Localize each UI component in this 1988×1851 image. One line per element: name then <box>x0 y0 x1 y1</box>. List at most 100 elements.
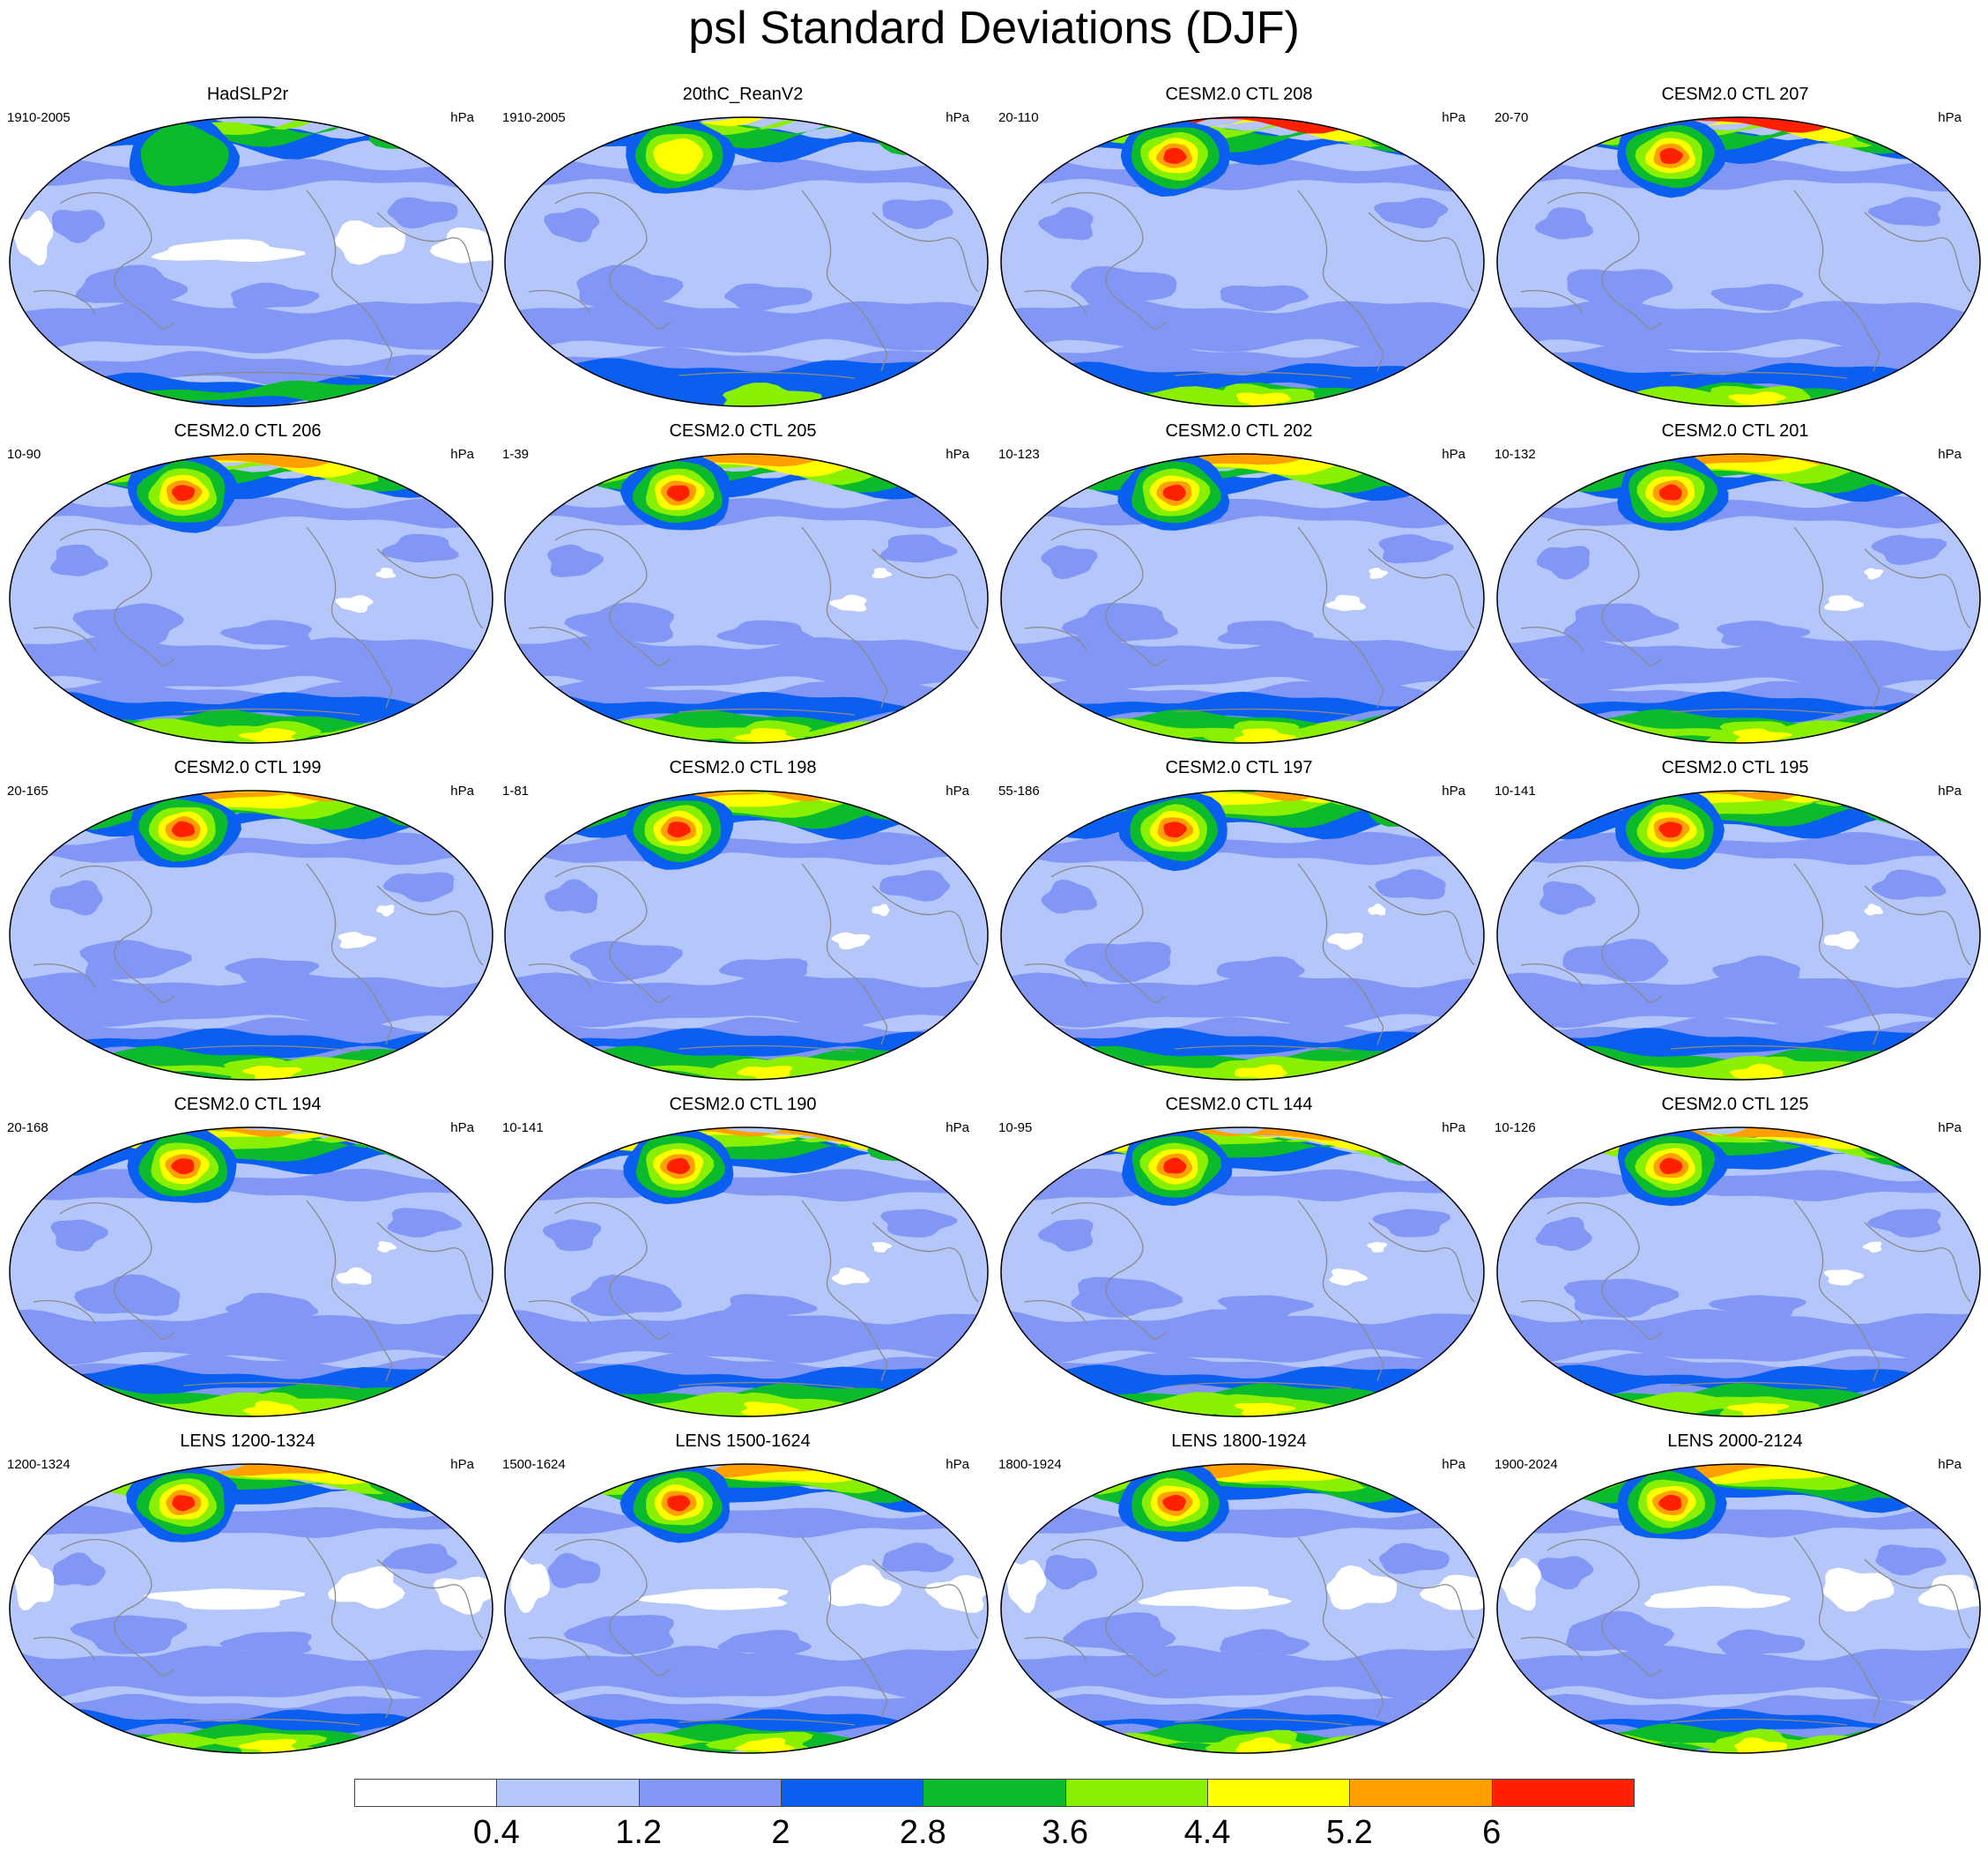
panel-period: 20-110 <box>998 110 1039 125</box>
map-panel: CESM2.0 CTL 195 10-141 hPa <box>1487 757 1983 1083</box>
contour-low <box>1891 794 1926 811</box>
panel-title: CESM2.0 CTL 190 <box>669 1095 817 1114</box>
contour-low <box>1162 484 1186 502</box>
map-panel: CESM2.0 CTL 125 10-126 hPa <box>1487 1094 1983 1420</box>
contour-band <box>505 832 985 866</box>
colorbar-tick-label: 3.6 <box>1042 1814 1089 1851</box>
robinson-map <box>504 790 989 1081</box>
contour-band <box>10 159 490 192</box>
contour-band <box>10 495 490 529</box>
contour-low <box>369 117 476 152</box>
contour-band <box>505 1464 985 1482</box>
contour-low <box>1892 1468 1926 1485</box>
panel-units: hPa <box>1938 1120 1962 1135</box>
contour-patch <box>15 1553 55 1611</box>
robinson-map <box>9 1463 493 1754</box>
contour-patch <box>1534 207 1593 240</box>
contour-band <box>505 1309 985 1365</box>
contour-low <box>1658 484 1682 501</box>
contour-low <box>667 821 691 838</box>
robinson-map <box>504 1126 989 1417</box>
contour-band <box>1001 1168 1481 1201</box>
contour-patch <box>242 1401 302 1416</box>
contour-patch <box>1041 879 1097 914</box>
contour-patch <box>375 904 395 917</box>
contour-low <box>1890 458 1924 475</box>
panel-units: hPa <box>1442 1120 1465 1135</box>
contour-patch <box>879 870 951 902</box>
coastline <box>1024 1200 1475 1389</box>
contour-low <box>172 1495 196 1512</box>
contour-patch <box>570 1275 682 1317</box>
contour-low <box>666 485 690 502</box>
contour-patch <box>1822 1567 1895 1612</box>
contour-patch <box>1326 1565 1398 1610</box>
map-panel: LENS 1500-1624 1500-1624 hPa <box>495 1431 990 1757</box>
coastline <box>33 1200 484 1389</box>
map-outline <box>9 116 493 407</box>
contour-patch <box>724 1294 818 1320</box>
contour-low <box>385 1464 466 1495</box>
contour-low <box>1362 791 1465 827</box>
contour-patch <box>737 1066 792 1080</box>
panel-units: hPa <box>946 784 969 799</box>
contour-band <box>505 691 985 725</box>
contour-low <box>1395 795 1428 812</box>
contour-low <box>392 791 449 816</box>
contour-patch <box>569 940 683 983</box>
map-outline <box>1496 1463 1981 1754</box>
robinson-map <box>1000 1463 1485 1754</box>
contour-patch <box>230 282 320 310</box>
contour-patch <box>375 568 397 579</box>
contour-patch <box>143 1588 306 1610</box>
map-panel: CESM2.0 CTL 202 10-123 hPa <box>991 420 1487 747</box>
robinson-map <box>1000 453 1485 744</box>
contour-patch <box>335 595 374 613</box>
contour-patch <box>1864 903 1883 916</box>
contour-low <box>396 1127 451 1152</box>
robinson-map <box>504 116 989 407</box>
contour-low <box>1383 117 1440 142</box>
panel-period: 1-39 <box>502 447 530 462</box>
contour-band <box>1001 1505 1481 1538</box>
contour-patch <box>1823 931 1859 950</box>
contour-patch <box>387 1208 463 1238</box>
contour-patch <box>545 879 598 914</box>
contour-patch <box>1234 1402 1295 1416</box>
contour-band <box>1001 1028 1481 1061</box>
contour-low <box>1372 454 1453 484</box>
colorbar-tick-label: 2.8 <box>899 1814 946 1851</box>
contour-low <box>1387 454 1443 479</box>
contour-patch <box>79 940 192 980</box>
panel-units: hPa <box>1442 1457 1465 1472</box>
contour-low <box>1869 117 1952 147</box>
contour-band <box>1497 454 1977 471</box>
contour-band <box>1001 1464 1481 1482</box>
contour-patch <box>1711 955 1800 983</box>
contour-low <box>1878 791 1934 815</box>
contour-low <box>1369 117 1449 147</box>
contour-low <box>393 454 447 480</box>
contour-low <box>900 1468 932 1485</box>
contour-patch <box>1716 621 1810 646</box>
contour-low <box>1659 147 1683 164</box>
contour-low <box>171 821 196 837</box>
contour-band <box>1497 1464 1977 1482</box>
coastline <box>528 863 979 1052</box>
panel-title: CESM2.0 CTL 207 <box>1661 85 1809 104</box>
contour-band <box>10 1464 490 1480</box>
panel-grid: HadSLP2r 1910-2005 hPa 20thC_ReanV2 1910-200… <box>7 85 1983 1757</box>
contour-patch <box>636 1587 789 1610</box>
contour-patch <box>74 1274 181 1317</box>
panel-title: CESM2.0 CTL 206 <box>174 421 322 441</box>
contour-low <box>1397 458 1431 475</box>
robinson-map <box>504 453 989 744</box>
contour-low <box>1883 117 1939 142</box>
panel-units: hPa <box>450 1120 474 1135</box>
map-panel: CESM2.0 CTL 205 1-39 hPa <box>495 420 990 747</box>
contour-low <box>1659 1157 1683 1175</box>
contour-band <box>1001 1127 1481 1166</box>
contour-patch <box>49 880 103 916</box>
contour-low <box>1386 1464 1440 1489</box>
panel-units: hPa <box>1442 447 1465 462</box>
